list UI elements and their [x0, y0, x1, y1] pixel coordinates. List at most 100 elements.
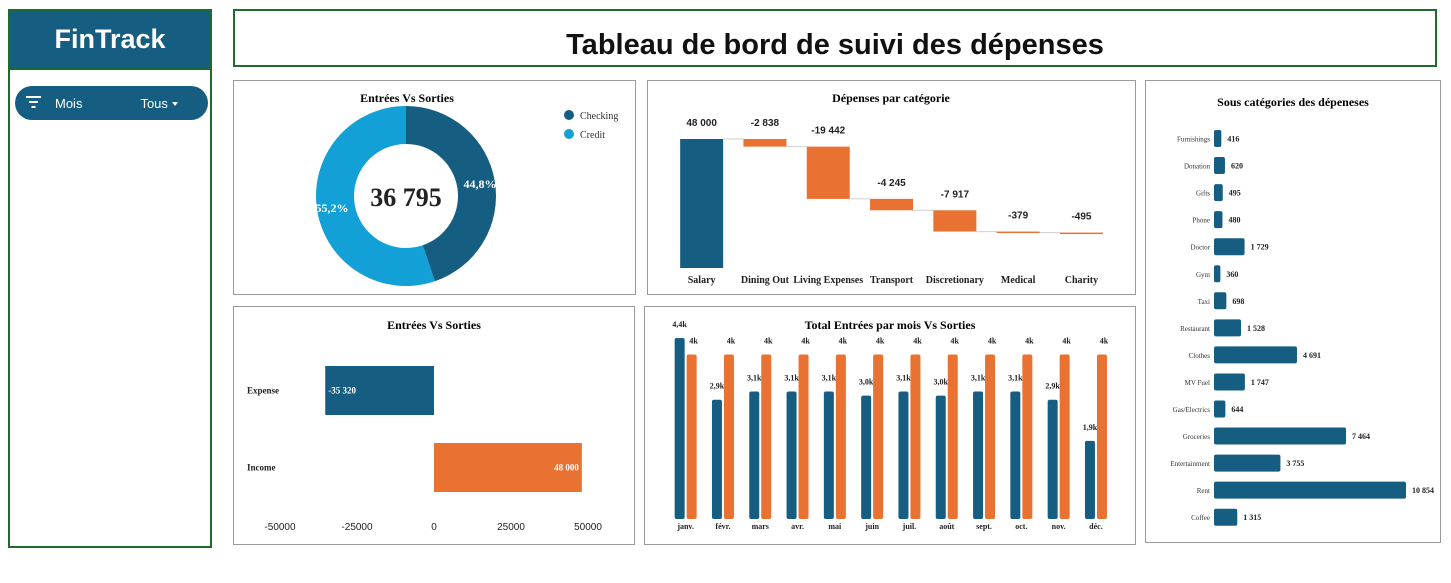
- waterfall-bar: [680, 139, 724, 268]
- monthly-data-label: 3,1k: [822, 373, 837, 382]
- monthly-bar: [973, 391, 984, 519]
- monthly-bar: [798, 354, 809, 519]
- subcategory-bar: [1214, 427, 1347, 445]
- legend-label: Checking: [580, 111, 618, 122]
- waterfall-panel: Dépenses par catégorie 48 000 Salary -2 83…: [647, 80, 1136, 295]
- monthly-bar: [910, 354, 921, 519]
- monthly-data-label: 4,4k: [672, 320, 687, 329]
- waterfall-category-label: Living Expenses: [793, 275, 863, 286]
- legend-marker: [564, 110, 574, 120]
- monthly-data-label: 3,1k: [896, 373, 911, 382]
- monthly-bar: [761, 354, 772, 519]
- monthly-data-label: 4k: [1062, 336, 1071, 345]
- monthly-data-label: 3,0k: [859, 378, 874, 387]
- subcategory-panel: Sous catégories des dépeneses Furnishing…: [1145, 80, 1441, 543]
- donut-slice-credit: [316, 106, 435, 286]
- monthly-data-label: 4k: [988, 336, 997, 345]
- monthly-data-label: 2,9k: [710, 382, 725, 391]
- subcategory-bar: [1214, 481, 1406, 499]
- donut-chart: Entrées Vs Sorties 44,8% Checking 55,2% Cre…: [315, 91, 618, 286]
- waterfall-chart: Dépenses par catégorie 48 000 Salary -2 83…: [680, 91, 1103, 286]
- waterfall-bar: [1059, 232, 1103, 235]
- donut-slice-checking: [406, 106, 496, 282]
- monthly-data-label: 4k: [1025, 336, 1034, 345]
- legend-marker: [564, 129, 574, 139]
- subcategory-label: Restaurant: [1180, 325, 1210, 333]
- waterfall-category-label: Discretionary: [926, 275, 984, 286]
- subcategory-label: Entertainment: [1170, 460, 1210, 468]
- donut-panel: Entrées Vs Sorties 44,8% Checking 55,2% Cre…: [233, 80, 636, 295]
- monthly-bar: [749, 391, 760, 519]
- subcategory-bar: [1214, 319, 1242, 337]
- filter-dropdown[interactable]: Tous: [140, 96, 178, 111]
- hbar-expense: [325, 366, 434, 415]
- page-title: Tableau de bord de suivi des dépenses: [566, 29, 1104, 61]
- monthly-month-label: mai: [828, 522, 842, 531]
- subcategory-data-label: 360: [1226, 270, 1238, 279]
- subcategory-bar: [1214, 454, 1281, 472]
- monthly-bar: [711, 399, 722, 519]
- subcategory-data-label: 1 315: [1243, 513, 1261, 522]
- monthly-bar: [873, 354, 884, 519]
- monthly-bar: [1059, 354, 1070, 519]
- subcategory-data-label: 416: [1227, 135, 1239, 144]
- subcategory-bar: [1214, 130, 1222, 147]
- subcategory-bar: [1214, 157, 1225, 175]
- hbar-income: [434, 443, 582, 492]
- subcategory-label: Gifts: [1196, 190, 1210, 198]
- filter-icon: [26, 95, 41, 111]
- subcategory-data-label: 644: [1231, 405, 1243, 414]
- filter-label: Mois: [55, 95, 83, 111]
- monthly-month-label: juil.: [902, 522, 917, 531]
- subcategory-label: MV Fuel: [1185, 379, 1210, 387]
- waterfall-category-label: Charity: [1065, 275, 1098, 286]
- subcategory-label: Donation: [1184, 163, 1211, 171]
- subcategory-label: Taxi: [1198, 298, 1210, 306]
- monthly-bar: [1010, 391, 1021, 519]
- subcategory-bar: [1214, 211, 1223, 229]
- waterfall-bar: [870, 198, 914, 211]
- monthly-bar: [823, 391, 834, 519]
- waterfall-data-label: -7 917: [941, 189, 970, 200]
- monthly-month-label: janv.: [676, 522, 694, 531]
- waterfall-data-label: -2 838: [751, 118, 780, 129]
- subcategory-title: Sous catégories des dépeneses: [1217, 95, 1369, 109]
- waterfall-data-label: -19 442: [811, 126, 845, 137]
- subcategory-data-label: 620: [1231, 162, 1243, 171]
- hbar-x-tick: 25000: [497, 522, 525, 533]
- waterfall-bar: [806, 146, 850, 199]
- subcategory-label: Gym: [1196, 271, 1211, 279]
- subcategory-label: Furnishings: [1177, 136, 1210, 144]
- subcategory-chart: Sous catégories des dépeneses Furnishing…: [1170, 95, 1434, 526]
- month-filter-slicer[interactable]: Mois Tous: [15, 86, 208, 120]
- sidebar: FinTrack Mois Tous: [8, 9, 212, 548]
- income-expense-panel: Entrées Vs Sorties Expense -35 320 Income 4…: [233, 306, 635, 545]
- brand-logo: FinTrack: [10, 11, 210, 68]
- monthly-bar: [786, 391, 797, 519]
- monthly-chart: Total Entrées par mois Vs Sorties 4,4k4k…: [672, 318, 1108, 531]
- waterfall-data-label: -4 245: [877, 178, 906, 189]
- monthly-data-label: 4k: [801, 336, 810, 345]
- income-expense-chart: Entrées Vs Sorties Expense -35 320 Income 4…: [247, 318, 602, 533]
- monthly-bar: [1096, 354, 1107, 519]
- subcategory-data-label: 7 464: [1352, 432, 1370, 441]
- chevron-down-icon: [171, 102, 178, 107]
- waterfall-category-label: Transport: [870, 275, 914, 286]
- subcategory-label: Rent: [1197, 487, 1210, 495]
- subcategory-label: Phone: [1193, 217, 1211, 225]
- monthly-bar: [674, 338, 685, 519]
- waterfall-data-label: 48 000: [686, 118, 717, 129]
- monthly-data-label: 4k: [913, 336, 922, 345]
- subcategory-bar: [1214, 265, 1221, 283]
- subcategory-data-label: 4 691: [1303, 351, 1321, 360]
- monthly-data-label: 4k: [727, 336, 736, 345]
- brand-divider: [10, 68, 210, 70]
- monthly-bar: [947, 354, 958, 519]
- monthly-data-label: 4k: [764, 336, 773, 345]
- waterfall-title: Dépenses par catégorie: [832, 91, 950, 105]
- donut-center-value: 36 795: [370, 183, 442, 212]
- monthly-data-label: 2,9k: [1045, 382, 1060, 391]
- waterfall-bar: [933, 210, 977, 232]
- subcategory-bar: [1214, 238, 1245, 256]
- monthly-data-label: 4k: [689, 336, 698, 345]
